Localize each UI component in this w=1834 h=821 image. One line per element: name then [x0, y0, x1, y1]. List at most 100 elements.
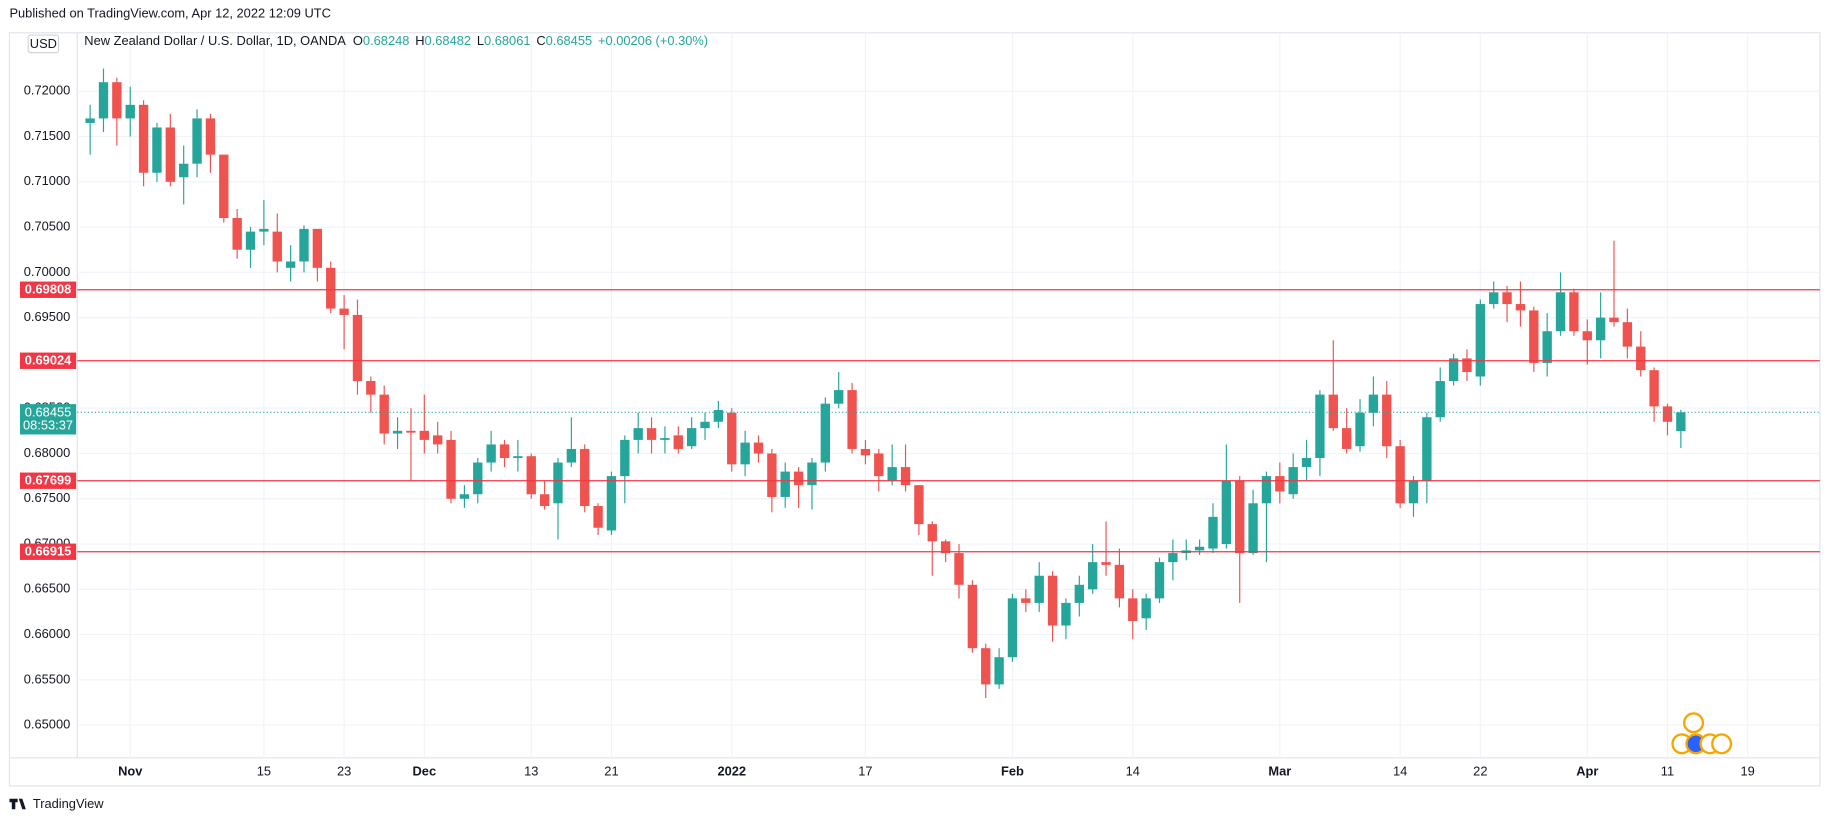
candle-body — [1074, 584, 1084, 603]
candle-body — [1194, 546, 1205, 551]
logo-mark — [9, 798, 26, 810]
candle-body — [1047, 575, 1058, 626]
level-label: 0.67699 — [25, 473, 71, 488]
chart-frame — [8, 32, 1821, 787]
candle-body — [566, 448, 577, 463]
x-tick-label: 14 — [1126, 763, 1140, 778]
candle-body — [1221, 480, 1232, 545]
candle-body — [914, 485, 924, 525]
ohlc-value: 0.68482 — [425, 33, 471, 48]
candle-body — [660, 438, 670, 440]
candle-body — [165, 127, 176, 182]
candle-body — [1662, 406, 1673, 422]
candle-body — [727, 412, 737, 465]
y-tick-label: 0.67500 — [24, 490, 70, 505]
y-tick-label: 0.72000 — [24, 83, 70, 98]
candle-body — [539, 494, 550, 507]
x-tick-label: 23 — [337, 763, 351, 778]
x-tick-label: Nov — [118, 763, 143, 778]
candle-body — [967, 584, 978, 649]
candle-body — [1475, 304, 1486, 377]
candle-body — [580, 448, 590, 507]
candle-body — [1515, 304, 1526, 311]
y-tick-label: 0.71500 — [24, 128, 70, 143]
candle-body — [860, 448, 871, 456]
candle-body — [245, 231, 256, 250]
event-icon[interactable] — [1683, 712, 1705, 734]
candle-body — [1582, 331, 1592, 341]
candle-body — [299, 228, 309, 262]
event-icon[interactable] — [1711, 733, 1733, 755]
candle-body — [486, 444, 496, 463]
candle-body — [767, 453, 777, 497]
candle-body — [1114, 564, 1125, 599]
candle-body — [1382, 394, 1392, 447]
candle-body — [1368, 394, 1379, 413]
symbol-title: New Zealand Dollar / U.S. Dollar, 1D, OA… — [84, 33, 346, 48]
y-tick-label: 0.66000 — [24, 626, 70, 641]
candle-body — [1355, 412, 1365, 447]
candle-body — [205, 118, 216, 155]
candle-body — [1609, 317, 1619, 323]
candle-body — [1168, 553, 1178, 563]
candle-body — [1208, 516, 1218, 549]
candle-body — [366, 381, 376, 395]
candle-body — [1448, 358, 1459, 382]
candle-body — [526, 456, 536, 495]
candle-body — [593, 506, 603, 528]
candle-body — [419, 430, 429, 440]
candle-body — [1502, 292, 1512, 305]
candle-body — [1154, 562, 1165, 599]
y-tick-label: 0.69500 — [24, 309, 70, 324]
candle-body — [1128, 598, 1138, 622]
candle-body — [312, 228, 323, 268]
candle-body — [900, 467, 911, 486]
x-tick-label: 19 — [1741, 763, 1755, 778]
candle-body — [1676, 412, 1686, 432]
candle-body — [1235, 480, 1245, 554]
y-tick-label: 0.65500 — [24, 671, 70, 686]
candle-body — [179, 163, 189, 178]
candle-body — [219, 154, 229, 219]
candle-body — [1341, 428, 1352, 449]
currency-badge[interactable] — [27, 34, 60, 54]
candle-body — [753, 442, 764, 454]
candle-body — [85, 118, 95, 123]
candle-body — [994, 657, 1004, 685]
candle-body — [940, 541, 951, 554]
candle-body — [740, 442, 750, 465]
candle-body — [326, 267, 336, 309]
candle-body — [1061, 602, 1071, 626]
event-icons[interactable] — [1671, 712, 1733, 755]
candle-body — [112, 82, 122, 119]
ohlc-value: 0.68248 — [363, 33, 409, 48]
y-tick-label: 0.70500 — [24, 218, 70, 233]
x-tick-label: 11 — [1661, 763, 1674, 778]
candle-body — [432, 435, 443, 445]
candle-body — [1569, 292, 1579, 332]
last-price-label: 0.68455 — [25, 404, 71, 419]
x-tick-label: 17 — [858, 763, 872, 778]
candle-body — [272, 231, 282, 262]
candle-body — [339, 308, 349, 315]
candle-body — [1021, 598, 1031, 603]
candle-body — [553, 462, 563, 504]
ohlc-value: 0.68455 — [546, 33, 592, 48]
x-tick-label: Feb — [1001, 763, 1024, 778]
candle-body — [1649, 370, 1659, 407]
candle-body — [1636, 346, 1646, 371]
candle-body — [232, 218, 242, 250]
candle-body — [406, 430, 416, 433]
candles — [85, 68, 1686, 698]
x-tick-label: 2022 — [717, 763, 746, 778]
x-tick-label: 22 — [1473, 763, 1487, 778]
x-tick-label: Dec — [413, 763, 437, 778]
level-label: 0.66915 — [25, 544, 71, 559]
candle-body — [446, 439, 456, 499]
x-tick-label: 15 — [257, 763, 271, 778]
x-tick-label: 13 — [524, 763, 538, 778]
levels — [77, 289, 1820, 553]
